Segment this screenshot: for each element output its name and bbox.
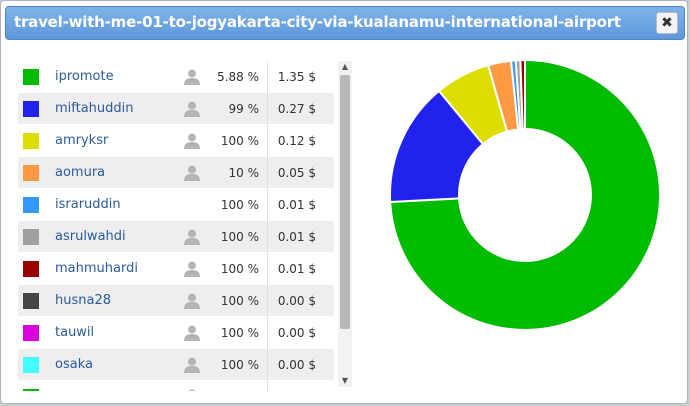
list-item: mahmuhardi 100 % 0.01 $ bbox=[18, 252, 334, 285]
percent-value: 5.88 % bbox=[205, 61, 268, 93]
cost-value: 0.27 $ bbox=[277, 101, 316, 116]
user-icon[interactable] bbox=[183, 132, 201, 150]
cost-value: 0.00 $ bbox=[277, 325, 316, 340]
user-name-link[interactable]: asrulwahdi bbox=[55, 229, 126, 244]
list-item: husna28 100 % 0.00 $ bbox=[18, 284, 334, 317]
user-icon[interactable] bbox=[183, 324, 201, 342]
cost-value: 0.01 $ bbox=[277, 229, 316, 244]
list-item: amryksr 100 % 0.12 $ bbox=[18, 124, 334, 157]
user-name-link[interactable]: osaka bbox=[55, 357, 93, 372]
list-scrollbar[interactable]: ▲ ▼ bbox=[338, 61, 352, 387]
cost-donut-chart bbox=[389, 58, 661, 331]
cost-value: 0.00 $ bbox=[277, 357, 316, 372]
dialog-title: travel-with-me-01-to-jogyakarta-city-via… bbox=[14, 13, 621, 31]
list-item: asrulwahdi 100 % 0.01 $ bbox=[18, 220, 334, 253]
scroll-up-icon[interactable]: ▲ bbox=[341, 62, 349, 71]
color-swatch bbox=[23, 100, 39, 117]
user-name-link[interactable]: tauwil bbox=[55, 325, 95, 340]
list-item: ipromote 5.88 % 1.35 $ bbox=[18, 61, 334, 93]
user-name-link[interactable]: aomura bbox=[55, 165, 106, 180]
percent-value: 100 % bbox=[205, 284, 268, 317]
cost-value: 0.05 $ bbox=[277, 165, 316, 180]
chart-slice-mahmuhardi[interactable] bbox=[519, 58, 526, 131]
user-name-link[interactable]: ipromote bbox=[55, 69, 114, 84]
list-item: miftahuddin 99 % 0.27 $ bbox=[18, 92, 334, 125]
cost-value: 0.01 $ bbox=[277, 261, 316, 276]
percent-value: 10 % bbox=[205, 156, 268, 189]
user-name-link[interactable]: amryksr bbox=[55, 133, 109, 148]
percent-value: 100 % bbox=[205, 124, 268, 157]
percent-value: 99 % bbox=[205, 92, 268, 125]
cost-value: 0.01 $ bbox=[277, 197, 316, 212]
user-icon[interactable] bbox=[183, 356, 201, 374]
user-name-link[interactable]: husna28 bbox=[55, 293, 111, 308]
user-icon[interactable] bbox=[183, 228, 201, 246]
color-swatch bbox=[23, 260, 39, 277]
user-cost-list: ipromote 5.88 % 1.35 $ miftahuddin 99 % 0.27 … bbox=[18, 61, 334, 391]
color-swatch bbox=[23, 132, 39, 149]
user-name-link[interactable]: israruddin bbox=[55, 197, 121, 212]
scrollbar-thumb[interactable] bbox=[340, 75, 350, 329]
user-icon[interactable] bbox=[183, 388, 201, 392]
close-icon[interactable]: ✖ bbox=[656, 12, 678, 34]
color-swatch bbox=[23, 164, 39, 181]
list-item: israruddin 100 % 0.01 $ bbox=[18, 188, 334, 221]
list-item: osaka 100 % 0.00 $ bbox=[18, 348, 334, 381]
list-item: aomura 10 % 0.05 $ bbox=[18, 156, 334, 189]
color-swatch bbox=[23, 324, 39, 341]
list-item bbox=[18, 380, 334, 392]
color-swatch bbox=[23, 68, 39, 85]
cost-value: 0.12 $ bbox=[277, 133, 316, 148]
chart-slice-ipromote[interactable] bbox=[389, 58, 661, 331]
color-swatch bbox=[23, 292, 39, 309]
percent-value: 100 % bbox=[205, 348, 268, 381]
user-icon[interactable] bbox=[183, 100, 201, 118]
list-item: tauwil 100 % 0.00 $ bbox=[18, 316, 334, 349]
color-swatch bbox=[23, 228, 39, 245]
user-icon[interactable] bbox=[183, 292, 201, 310]
user-icon[interactable] bbox=[183, 68, 201, 86]
color-swatch bbox=[23, 196, 39, 213]
cost-value: 1.35 $ bbox=[277, 69, 316, 84]
scroll-down-icon[interactable]: ▼ bbox=[341, 376, 349, 385]
empty-icon-slot bbox=[183, 196, 201, 214]
percent-value: 100 % bbox=[205, 220, 268, 253]
percent-value bbox=[205, 380, 268, 391]
color-swatch bbox=[23, 388, 39, 391]
user-icon[interactable] bbox=[183, 164, 201, 182]
percent-value: 100 % bbox=[205, 188, 268, 221]
user-icon[interactable] bbox=[183, 260, 201, 278]
cost-value: 0.00 $ bbox=[277, 293, 316, 308]
dialog-titlebar[interactable]: travel-with-me-01-to-jogyakarta-city-via… bbox=[5, 6, 685, 40]
percent-value: 100 % bbox=[205, 252, 268, 285]
user-name-link[interactable]: mahmuhardi bbox=[55, 261, 138, 276]
user-name-link[interactable]: miftahuddin bbox=[55, 101, 134, 116]
color-swatch bbox=[23, 356, 39, 373]
percent-value: 100 % bbox=[205, 316, 268, 349]
